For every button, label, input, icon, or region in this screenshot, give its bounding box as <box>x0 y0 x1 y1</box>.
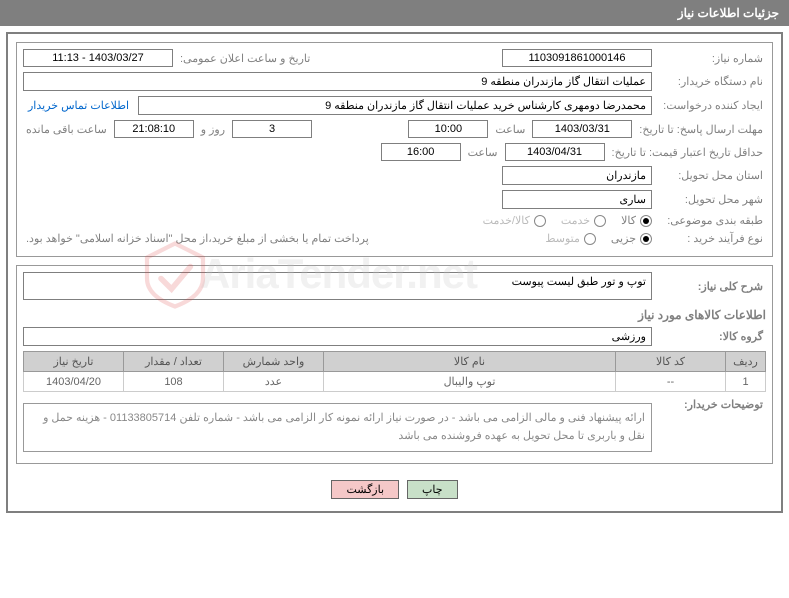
purchase-type-radio-group: جزیی متوسط <box>545 232 652 245</box>
radio-both-label: کالا/خدمت <box>483 214 530 227</box>
info-panel: شماره نیاز: 1103091861000146 تاریخ و ساع… <box>16 42 773 257</box>
category-radio-group: کالا خدمت کالا/خدمت <box>483 214 652 227</box>
radio-goods-icon <box>640 215 652 227</box>
province-label: استان محل تحویل: <box>656 169 766 182</box>
radio-medium-label: متوسط <box>545 232 580 245</box>
td-row: 1 <box>726 372 766 392</box>
requester-field: محمدرضا دومهری کارشناس خرید عملیات انتقا… <box>138 96 652 115</box>
deadline-time-field: 10:00 <box>408 120 488 138</box>
group-field: ورزشی <box>23 327 652 346</box>
buyer-notes-label: توضیحات خریدار: <box>656 398 766 411</box>
row-need-no: شماره نیاز: 1103091861000146 تاریخ و ساع… <box>23 49 766 67</box>
row-purchase-type: نوع فرآیند خرید : جزیی متوسط پرداخت تمام… <box>23 232 766 245</box>
panel-header: جزئیات اطلاعات نیاز <box>0 0 789 26</box>
deadline-date-field: 1403/03/31 <box>532 120 632 138</box>
city-label: شهر محل تحویل: <box>656 193 766 206</box>
desc-label: شرح کلی نیاز: <box>656 280 766 293</box>
row-category: طبقه بندی موضوعی: کالا خدمت کالا/خدمت <box>23 214 766 227</box>
radio-partial-icon <box>640 233 652 245</box>
need-no-field: 1103091861000146 <box>502 49 652 67</box>
deadline-label: مهلت ارسال پاسخ: تا تاریخ: <box>636 123 766 136</box>
radio-both[interactable]: کالا/خدمت <box>483 214 546 227</box>
radio-partial-label: جزیی <box>611 232 636 245</box>
desc-field: توپ و تور طبق لیست پیوست <box>23 272 652 300</box>
row-deadline: مهلت ارسال پاسخ: تا تاریخ: 1403/03/31 سا… <box>23 120 766 138</box>
table-row: 1 -- توپ والیبال عدد 108 1403/04/20 <box>24 372 766 392</box>
buyer-notes-text: ارائه پیشنهاد فنی و مالی الزامی می باشد … <box>23 403 652 452</box>
th-code: کد کالا <box>616 352 726 372</box>
announce-date-label: تاریخ و ساعت اعلان عمومی: <box>177 52 313 65</box>
days-count-field: 3 <box>232 120 312 138</box>
validity-date-field: 1403/04/31 <box>505 143 605 161</box>
description-panel: شرح کلی نیاز: توپ و تور طبق لیست پیوست ا… <box>16 265 773 464</box>
td-code: -- <box>616 372 726 392</box>
need-no-label: شماره نیاز: <box>656 52 766 65</box>
td-name: توپ والیبال <box>324 372 616 392</box>
radio-medium[interactable]: متوسط <box>545 232 596 245</box>
main-container: جزئیات اطلاعات نیاز شماره نیاز: 11030918… <box>0 0 789 513</box>
validity-label: حداقل تاریخ اعتبار قیمت: تا تاریخ: <box>609 146 766 159</box>
table-header-row: ردیف کد کالا نام کالا واحد شمارش تعداد /… <box>24 352 766 372</box>
validity-time-field: 16:00 <box>381 143 461 161</box>
radio-partial[interactable]: جزیی <box>611 232 652 245</box>
group-label: گروه کالا: <box>656 330 766 343</box>
purchase-type-label: نوع فرآیند خرید : <box>656 232 766 245</box>
th-date: تاریخ نیاز <box>24 352 124 372</box>
content-wrap: شماره نیاز: 1103091861000146 تاریخ و ساع… <box>6 32 783 513</box>
radio-service-icon <box>594 215 606 227</box>
goods-table: ردیف کد کالا نام کالا واحد شمارش تعداد /… <box>23 351 766 392</box>
header-title: جزئیات اطلاعات نیاز <box>678 6 779 20</box>
row-group: گروه کالا: ورزشی <box>23 327 766 346</box>
td-date: 1403/04/20 <box>24 372 124 392</box>
countdown-field: 21:08:10 <box>114 120 194 138</box>
province-field: مازندران <box>502 166 652 185</box>
payment-note: پرداخت تمام یا بخشی از مبلغ خرید،از محل … <box>23 232 372 245</box>
radio-service-label: خدمت <box>561 214 590 227</box>
radio-goods-label: کالا <box>621 214 636 227</box>
radio-service[interactable]: خدمت <box>561 214 606 227</box>
days-and-label: روز و <box>198 123 228 136</box>
td-qty: 108 <box>124 372 224 392</box>
th-row: ردیف <box>726 352 766 372</box>
buyer-field: عملیات انتقال گاز مازندران منطقه 9 <box>23 72 652 91</box>
announce-date-field: 1403/03/27 - 11:13 <box>23 49 173 67</box>
button-row: چاپ بازگشت <box>16 472 773 503</box>
time-label-2: ساعت <box>465 146 501 159</box>
row-buyer-notes: توضیحات خریدار: ارائه پیشنهاد فنی و مالی… <box>23 398 766 452</box>
remaining-label: ساعت باقی مانده <box>23 123 110 136</box>
goods-info-title: اطلاعات کالاهای مورد نیاز <box>23 308 766 322</box>
category-label: طبقه بندی موضوعی: <box>656 214 766 227</box>
contact-link[interactable]: اطلاعات تماس خریدار <box>23 99 134 112</box>
print-button[interactable]: چاپ <box>407 480 458 499</box>
th-qty: تعداد / مقدار <box>124 352 224 372</box>
time-label-1: ساعت <box>492 123 528 136</box>
row-province: استان محل تحویل: مازندران <box>23 166 766 185</box>
th-name: نام کالا <box>324 352 616 372</box>
td-unit: عدد <box>224 372 324 392</box>
row-validity: حداقل تاریخ اعتبار قیمت: تا تاریخ: 1403/… <box>23 143 766 161</box>
radio-both-icon <box>534 215 546 227</box>
radio-goods[interactable]: کالا <box>621 214 652 227</box>
row-buyer: نام دستگاه خریدار: عملیات انتقال گاز ماز… <box>23 72 766 91</box>
row-city: شهر محل تحویل: ساری <box>23 190 766 209</box>
city-field: ساری <box>502 190 652 209</box>
buyer-label: نام دستگاه خریدار: <box>656 75 766 88</box>
row-description: شرح کلی نیاز: توپ و تور طبق لیست پیوست <box>23 272 766 300</box>
row-requester: ایجاد کننده درخواست: محمدرضا دومهری کارش… <box>23 96 766 115</box>
back-button[interactable]: بازگشت <box>331 480 399 499</box>
radio-medium-icon <box>584 233 596 245</box>
th-unit: واحد شمارش <box>224 352 324 372</box>
requester-label: ایجاد کننده درخواست: <box>656 99 766 112</box>
